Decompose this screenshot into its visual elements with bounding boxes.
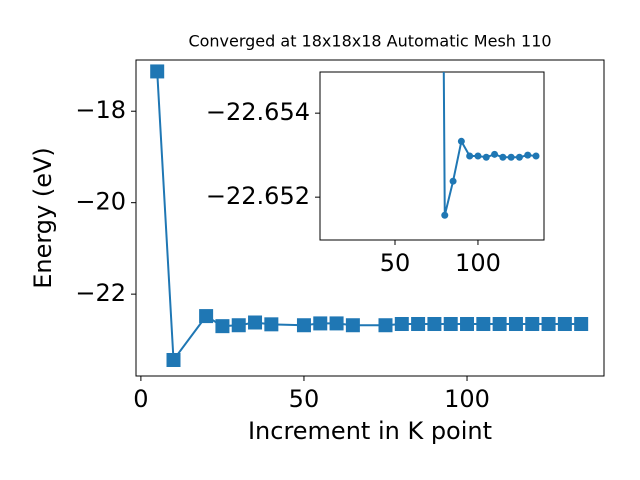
x-tick-label: 0 xyxy=(133,385,148,413)
marker xyxy=(499,153,507,161)
plot-area xyxy=(319,71,545,241)
marker xyxy=(507,153,515,161)
marker xyxy=(150,64,165,79)
marker xyxy=(449,177,457,185)
marker xyxy=(515,153,523,161)
y-axis-label: Energy (eV) xyxy=(29,147,57,289)
marker xyxy=(466,152,474,160)
marker xyxy=(532,152,540,160)
marker xyxy=(296,318,311,333)
x-tick-label: 50 xyxy=(289,385,320,413)
y-tick-label: −22 xyxy=(75,279,126,307)
marker xyxy=(378,318,393,333)
x-tick-label: 100 xyxy=(455,249,501,277)
y-tick-label: −22.654 xyxy=(206,98,310,126)
marker xyxy=(441,211,449,219)
marker xyxy=(508,317,523,332)
y-tick-label: −18 xyxy=(75,96,126,124)
marker xyxy=(443,317,458,332)
marker xyxy=(215,319,230,334)
plot-group xyxy=(150,64,589,367)
marker xyxy=(476,317,491,332)
marker xyxy=(482,153,490,161)
y-tick-label: −20 xyxy=(75,188,126,216)
marker xyxy=(394,317,409,332)
marker xyxy=(199,309,214,324)
marker xyxy=(166,352,181,367)
marker xyxy=(574,317,589,332)
marker xyxy=(474,152,482,160)
marker xyxy=(524,151,532,159)
marker xyxy=(264,317,279,332)
marker xyxy=(329,316,344,331)
marker xyxy=(411,317,426,332)
marker xyxy=(427,317,442,332)
marker xyxy=(231,318,246,333)
x-tick-label: 100 xyxy=(444,385,490,413)
marker xyxy=(313,316,328,331)
x-tick-label: 50 xyxy=(380,249,411,277)
marker xyxy=(460,317,475,332)
marker xyxy=(525,317,540,332)
marker xyxy=(491,150,499,158)
marker xyxy=(457,137,465,145)
marker xyxy=(345,318,360,333)
chart-title: Converged at 18x18x18 Automatic Mesh 110 xyxy=(188,32,551,51)
x-axis-label: Increment in K point xyxy=(248,417,492,445)
marker xyxy=(492,317,507,332)
y-tick-label: −22.652 xyxy=(206,182,310,210)
plot-group xyxy=(441,72,540,219)
marker xyxy=(248,315,263,330)
marker xyxy=(557,317,572,332)
marker xyxy=(541,317,556,332)
